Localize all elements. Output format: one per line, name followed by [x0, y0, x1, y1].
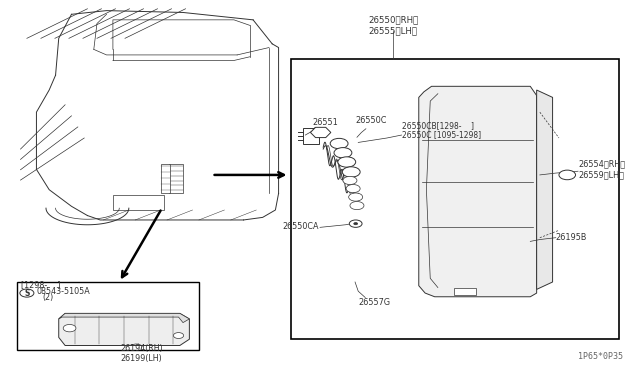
Circle shape	[354, 222, 358, 225]
Circle shape	[343, 176, 357, 185]
Polygon shape	[537, 90, 552, 289]
Circle shape	[349, 193, 363, 201]
Polygon shape	[161, 164, 170, 193]
Polygon shape	[454, 288, 476, 295]
Text: 26551: 26551	[312, 118, 338, 127]
Polygon shape	[310, 127, 331, 138]
Text: 26557G: 26557G	[358, 298, 390, 307]
Bar	[17, 282, 199, 350]
Text: 26550C [1095-1298]: 26550C [1095-1298]	[401, 130, 481, 139]
Text: 26194(RH)
26199(LH): 26194(RH) 26199(LH)	[120, 344, 163, 363]
Text: 1P65*0P35: 1P65*0P35	[578, 352, 623, 361]
Circle shape	[20, 289, 34, 297]
Text: 08543-5105A: 08543-5105A	[36, 288, 90, 296]
Circle shape	[350, 202, 364, 210]
Circle shape	[346, 185, 360, 193]
Text: 26550CB[1298-    ]: 26550CB[1298- ]	[401, 122, 474, 131]
Text: (2): (2)	[43, 294, 54, 302]
Bar	[291, 59, 620, 339]
Text: S: S	[24, 289, 29, 298]
Circle shape	[173, 333, 184, 339]
Text: 26554〈RH〉
26559〈LH〉: 26554〈RH〉 26559〈LH〉	[578, 160, 625, 179]
Polygon shape	[59, 313, 189, 323]
Circle shape	[334, 148, 352, 158]
Text: 26550〈RH〉
26555〈LH〉: 26550〈RH〉 26555〈LH〉	[368, 16, 419, 35]
Circle shape	[330, 138, 348, 149]
Text: 26550C: 26550C	[355, 116, 387, 125]
Circle shape	[63, 324, 76, 332]
Polygon shape	[59, 313, 189, 346]
Text: 26550CA: 26550CA	[282, 222, 319, 231]
Text: [1298-    ]: [1298- ]	[20, 280, 60, 289]
Circle shape	[338, 157, 356, 167]
Circle shape	[342, 167, 360, 177]
Polygon shape	[303, 128, 319, 144]
Circle shape	[559, 170, 575, 180]
Polygon shape	[419, 86, 537, 297]
Circle shape	[349, 220, 362, 227]
Text: 26195B: 26195B	[556, 233, 587, 242]
